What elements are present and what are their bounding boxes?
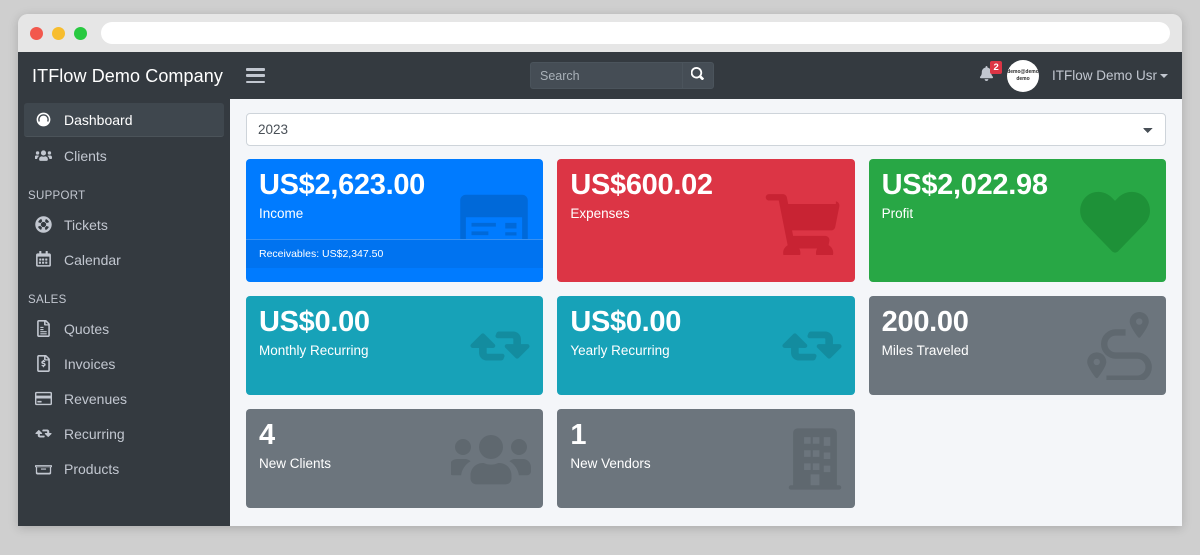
search-icon xyxy=(691,66,705,85)
stat-card-label: Expenses xyxy=(570,206,630,222)
lifering-icon xyxy=(34,215,53,234)
stat-card-label: Income xyxy=(259,206,304,222)
avatar-line-2: demo xyxy=(1016,75,1030,82)
stat-card-value: US$0.00 xyxy=(259,306,370,338)
credit-card-icon xyxy=(34,389,53,408)
notifications-button[interactable]: 2 xyxy=(979,60,1003,86)
window-controls xyxy=(30,26,87,40)
sidebar-item-recurring[interactable]: Recurring xyxy=(24,417,224,450)
sidebar-item-label: Clients xyxy=(64,147,107,164)
sidebar-item-label: Calendar xyxy=(64,251,121,268)
sidebar-item-quotes[interactable]: Quotes xyxy=(24,312,224,345)
stat-card-label: New Clients xyxy=(259,456,332,472)
top-navigation-bar: 2 demo@demo demo ITFlow Demo Usr xyxy=(230,52,1182,99)
sidebar-item-tickets[interactable]: Tickets xyxy=(24,208,224,241)
sidebar-item-label: Quotes xyxy=(64,320,110,337)
topbar-center-region xyxy=(265,62,979,89)
stat-card[interactable]: US$2,022.98 Profit xyxy=(868,159,1166,282)
stat-card-value: 1 xyxy=(570,419,587,451)
close-window-button[interactable] xyxy=(30,26,43,40)
stat-card-body: US$2,022.98 Profit xyxy=(869,159,1166,234)
dashboard-content: 2023202220212020 US$2,623.00 Income Receiv… xyxy=(230,99,1182,526)
stat-card-value: 200.00 xyxy=(881,306,969,338)
sidebar-item-products[interactable]: Products xyxy=(24,452,224,485)
minimize-window-button[interactable] xyxy=(52,26,65,40)
maximize-window-button[interactable] xyxy=(74,26,87,40)
invoice-document-icon xyxy=(34,354,53,373)
browser-window: ITFlow Demo Company Dashboard Clients SU… xyxy=(18,14,1182,526)
sidebar-item-label: Tickets xyxy=(64,216,108,233)
sidebar-item-clients[interactable]: Clients xyxy=(24,139,224,172)
user-menu-label: ITFlow Demo Usr xyxy=(1051,68,1157,83)
browser-titlebar xyxy=(18,14,1182,52)
year-filter-select[interactable]: 2023202220212020 xyxy=(246,113,1166,146)
stat-card-grid: US$2,623.00 Income Receivables: US$2,347.5… xyxy=(246,159,1166,508)
stat-card[interactable]: US$600.02 Expenses xyxy=(557,159,855,282)
sidebar-main-list: Dashboard Clients xyxy=(18,103,230,172)
search-group xyxy=(529,62,714,89)
bell-icon xyxy=(979,65,994,86)
products-box-icon xyxy=(34,459,53,478)
stat-card-body: US$2,623.00 Income xyxy=(246,159,543,239)
main-column: 2 demo@demo demo ITFlow Demo Usr 2023202… xyxy=(230,52,1182,526)
url-address-bar[interactable] xyxy=(101,22,1170,44)
sidebar-support-list: Tickets Calendar xyxy=(18,208,230,276)
sidebar-section-header-sales: SALES xyxy=(28,294,67,306)
sidebar-item-label: Products xyxy=(64,460,120,477)
sidebar-item-invoices[interactable]: Invoices xyxy=(24,347,224,380)
sidebar-item-dashboard[interactable]: Dashboard xyxy=(24,103,224,137)
stat-card[interactable]: 4 New Clients xyxy=(246,409,544,508)
stat-card-label: Monthly Recurring xyxy=(259,343,369,359)
stat-card-body: 1 New Vendors xyxy=(557,409,854,484)
stat-card-body: 200.00 Miles Traveled xyxy=(869,296,1166,371)
stat-card-value: US$2,022.98 xyxy=(881,169,1048,201)
stat-card-body: US$0.00 Yearly Recurring xyxy=(557,296,854,371)
search-input[interactable] xyxy=(529,62,682,89)
stat-card-label: Miles Traveled xyxy=(881,343,969,359)
stat-card[interactable]: 200.00 Miles Traveled xyxy=(868,296,1166,395)
clients-icon xyxy=(34,146,53,165)
quote-document-icon xyxy=(34,319,53,338)
sidebar-item-label: Dashboard xyxy=(64,111,133,128)
sidebar-navigation: ITFlow Demo Company Dashboard Clients SU… xyxy=(18,52,230,526)
application-viewport: ITFlow Demo Company Dashboard Clients SU… xyxy=(18,52,1182,526)
notification-count-badge: 2 xyxy=(989,60,1003,74)
avatar[interactable]: demo@demo demo xyxy=(1006,59,1039,92)
stat-card[interactable]: 1 New Vendors xyxy=(557,409,855,508)
stat-card-label: Yearly Recurring xyxy=(570,343,670,359)
sidebar-sales-list: Quotes Invoices Revenues xyxy=(18,312,230,485)
calendar-icon xyxy=(34,250,53,269)
topbar-right-region: 2 demo@demo demo ITFlow Demo Usr xyxy=(979,59,1168,92)
stat-card-label: New Vendors xyxy=(570,456,651,472)
stat-card-value: US$2,623.00 xyxy=(259,169,425,201)
stat-card-body: US$0.00 Monthly Recurring xyxy=(246,296,543,371)
sidebar-item-label: Recurring xyxy=(64,425,125,442)
stat-card-body: 4 New Clients xyxy=(246,409,543,484)
stat-card-value: US$600.02 xyxy=(570,169,713,201)
sidebar-item-label: Revenues xyxy=(64,390,128,407)
sidebar-section-header-support: SUPPORT xyxy=(28,190,86,202)
avatar-line-1: demo@demo xyxy=(1007,69,1039,76)
stat-card-label: Profit xyxy=(881,206,914,222)
chevron-down-icon xyxy=(1160,74,1168,79)
stat-card-value: 4 xyxy=(259,419,275,451)
stat-card-value: US$0.00 xyxy=(570,306,682,338)
stat-card-body: US$600.02 Expenses xyxy=(557,159,854,234)
recurring-arrows-icon xyxy=(34,424,53,443)
hamburger-icon[interactable] xyxy=(246,68,265,83)
stat-card[interactable]: US$2,623.00 Income Receivables: US$2,347.5… xyxy=(246,159,544,282)
sidebar-item-label: Invoices xyxy=(64,355,116,372)
stat-card[interactable]: US$0.00 Monthly Recurring xyxy=(246,296,544,395)
search-button[interactable] xyxy=(681,62,714,89)
stat-card-footer: Receivables: US$2,347.50 xyxy=(246,238,544,268)
sidebar-brand-title: ITFlow Demo Company xyxy=(32,66,223,86)
stat-card[interactable]: US$0.00 Yearly Recurring xyxy=(557,296,855,395)
user-menu-button[interactable]: ITFlow Demo Usr xyxy=(1052,68,1168,83)
sidebar-item-calendar[interactable]: Calendar xyxy=(24,243,224,276)
sidebar-item-revenues[interactable]: Revenues xyxy=(24,382,224,415)
dashboard-icon xyxy=(34,110,53,129)
